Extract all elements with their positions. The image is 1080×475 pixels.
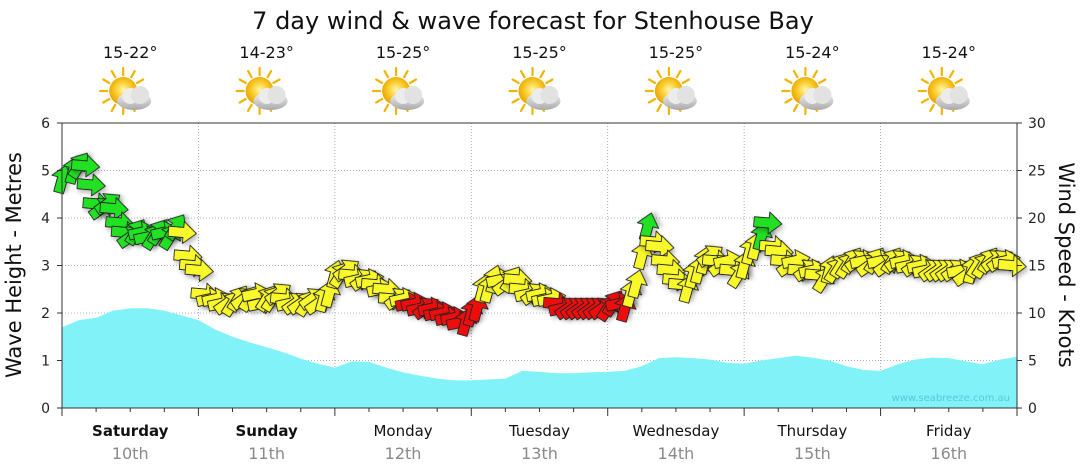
sun-behind-cloud-icon: [508, 66, 561, 116]
sun-behind-cloud-icon: [372, 66, 425, 116]
day-label: Wednesday: [633, 422, 720, 440]
wind-arrow: [753, 211, 783, 235]
left-axis-title: Wave Height - Metres: [2, 152, 26, 378]
wind-arrow-series: [51, 152, 1027, 337]
x-axis: Saturday 10th Sunday 11th Monday 12th Tuesday 1…: [61, 408, 1018, 463]
temperature-label: 15-24°: [785, 43, 840, 62]
left-tick-label: 1: [41, 354, 50, 370]
right-tick-label: 10: [1028, 306, 1046, 322]
right-tick-label: 15: [1028, 259, 1046, 275]
wind-arrow: [76, 173, 106, 197]
date-label: 15th: [794, 444, 831, 463]
date-label: 16th: [930, 444, 967, 463]
sun-behind-cloud-icon: [235, 66, 288, 116]
temperature-label: 15-25°: [649, 43, 704, 62]
left-tick-label: 5: [41, 164, 50, 180]
watermark: www.seabreeze.com.au: [892, 393, 1010, 404]
right-tick-label: 5: [1028, 354, 1037, 370]
right-tick-label: 20: [1028, 211, 1046, 227]
right-tick-label: 30: [1028, 116, 1046, 132]
temperature-label: 15-22°: [103, 43, 158, 62]
left-axis-ticks: 0 1 2 3 4 5 6: [41, 116, 62, 417]
temperature-label: 14-23°: [239, 43, 294, 62]
sun-behind-cloud-icon: [781, 66, 834, 116]
left-tick-label: 0: [41, 401, 50, 417]
date-label: 13th: [521, 444, 558, 463]
wave-area-series: [62, 308, 1017, 408]
right-axis-ticks: 0 5 10 15 20 25 30: [1017, 116, 1046, 417]
wind-arrow: [625, 269, 648, 299]
temperature-label: 15-25°: [376, 43, 431, 62]
day-label: Monday: [373, 422, 432, 440]
wave-area: [62, 308, 1017, 408]
sun-behind-cloud-icon: [99, 66, 152, 116]
sun-behind-cloud-icon: [917, 66, 970, 116]
wind-arrow: [70, 154, 101, 178]
day-label: Sunday: [235, 422, 298, 440]
left-tick-label: 6: [41, 116, 50, 132]
weather-row: 15-22° 14-23° 15-25° 15-25° 15-25° 15-24° 15-2…: [99, 43, 977, 116]
temperature-label: 15-24°: [922, 43, 977, 62]
temperature-label: 15-25°: [512, 43, 567, 62]
wind-arrow: [997, 254, 1027, 278]
day-label: Thursday: [776, 422, 847, 440]
left-tick-label: 2: [41, 306, 50, 322]
day-label: Friday: [926, 422, 972, 440]
date-label: 12th: [385, 444, 422, 463]
right-tick-label: 25: [1028, 164, 1046, 180]
sun-behind-cloud-icon: [644, 66, 697, 116]
left-tick-label: 3: [41, 259, 50, 275]
day-label: Saturday: [92, 422, 169, 440]
date-label: 11th: [248, 444, 285, 463]
date-label: 14th: [658, 444, 695, 463]
wind-arrow: [167, 221, 197, 244]
right-tick-label: 0: [1028, 401, 1037, 417]
day-label: Tuesday: [508, 422, 570, 440]
right-axis-title: Wind Speed - Knots: [1054, 162, 1078, 367]
chart-title: 7 day wind & wave forecast for Stenhouse…: [252, 7, 814, 35]
left-tick-label: 4: [41, 211, 50, 227]
date-label: 10th: [112, 444, 149, 463]
wind-arrow: [184, 259, 214, 282]
